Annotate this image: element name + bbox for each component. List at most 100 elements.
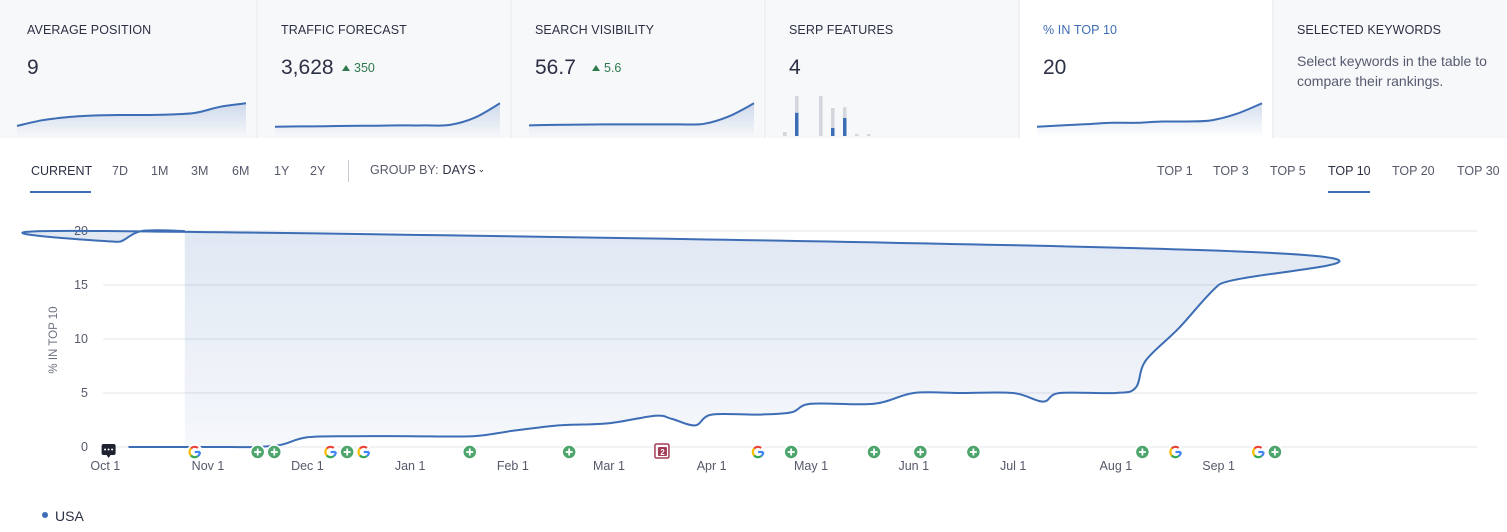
google-event-marker[interactable] <box>1250 444 1267 460</box>
y-tick-label: 15 <box>74 278 88 292</box>
data-point <box>472 435 474 437</box>
data-point <box>913 392 915 394</box>
data-point <box>654 414 656 416</box>
data-point <box>1012 392 1014 394</box>
card-label: SELECTED KEYWORDS <box>1297 23 1442 37</box>
google-event-marker[interactable] <box>1167 444 1184 460</box>
card-serp-features[interactable]: SERP FEATURES 4 <box>766 0 1018 138</box>
data-point <box>873 403 875 405</box>
serp-bar-total <box>831 108 835 136</box>
data-point <box>141 230 143 232</box>
y-tick-label: 0 <box>81 440 88 454</box>
plus-event-marker[interactable] <box>912 444 929 460</box>
data-point <box>207 446 209 448</box>
plus-event-marker[interactable] <box>249 444 266 460</box>
series-line <box>21 229 1341 449</box>
comment-event-marker[interactable] <box>101 444 116 458</box>
card-value: 3,628 <box>281 56 334 79</box>
top-3[interactable]: TOP 3 <box>1213 164 1249 178</box>
group-by: GROUP BY: DAYS ⌄ <box>370 163 485 177</box>
y-axis-title: % IN TOP 10 <box>48 306 60 373</box>
range-7d[interactable]: 7D <box>112 164 128 178</box>
plus-event-marker[interactable] <box>965 444 982 460</box>
svg-text:2: 2 <box>660 448 665 457</box>
x-tick-label: Feb 1 <box>497 459 529 473</box>
google-event-marker[interactable] <box>322 444 339 460</box>
card-label: SEARCH VISIBILITY <box>535 23 655 37</box>
group-by-label: GROUP BY: <box>370 163 439 177</box>
serp-bar-total <box>855 134 859 136</box>
range-1m[interactable]: 1M <box>151 164 169 178</box>
data-point <box>558 424 560 426</box>
sparkline-line <box>274 102 501 128</box>
chevron-down-icon: ⌄ <box>477 164 486 174</box>
data-point <box>306 436 308 438</box>
series-area <box>22 230 1340 448</box>
active-top-underline <box>1328 191 1370 193</box>
x-tick-label: Apr 1 <box>697 459 727 473</box>
data-point <box>671 418 673 420</box>
sparkline-area <box>1037 103 1262 138</box>
plus-event-marker[interactable] <box>866 444 882 460</box>
range-1y[interactable]: 1Y <box>274 164 290 178</box>
top-30[interactable]: TOP 30 <box>1457 164 1500 178</box>
card-traffic-forecast[interactable]: TRAFFIC FORECAST 3,628 350 <box>258 0 510 138</box>
range-6m[interactable]: 6M <box>232 164 250 178</box>
active-range-underline <box>30 191 91 193</box>
data-point <box>280 444 282 446</box>
plus-event-marker[interactable] <box>266 444 283 460</box>
group-by-select[interactable]: DAYS ⌄ <box>442 163 486 177</box>
sparkline-area <box>275 103 500 138</box>
note-event-marker[interactable]: 2 <box>654 443 670 459</box>
card-percent-top10[interactable]: % IN TOP 10 20 <box>1020 0 1272 138</box>
google-event-marker[interactable] <box>186 444 203 460</box>
plus-event-marker[interactable] <box>783 444 799 460</box>
range-2y[interactable]: 2Y <box>310 164 326 178</box>
google-event-marker[interactable] <box>750 444 767 460</box>
top-10[interactable]: TOP 10 <box>1328 164 1371 178</box>
card-average-position[interactable]: AVERAGE POSITION 9 <box>0 0 256 138</box>
card-description: Select keywords in the table to compare … <box>1297 53 1487 89</box>
card-label: TRAFFIC FORECAST <box>281 23 407 37</box>
plus-event-marker[interactable] <box>561 444 577 460</box>
top-5[interactable]: TOP 5 <box>1270 164 1306 178</box>
google-event-marker[interactable] <box>355 444 372 460</box>
range-current[interactable]: CURRENT <box>31 164 93 178</box>
up-arrow-icon <box>592 65 600 71</box>
range-3m[interactable]: 3M <box>191 164 209 178</box>
x-tick-label: Jan 1 <box>395 459 426 473</box>
card-search-visibility[interactable]: SEARCH VISIBILITY 56.7 5.6 <box>512 0 764 138</box>
plus-event-marker[interactable] <box>1267 444 1283 460</box>
legend-dot <box>42 512 48 518</box>
data-point <box>184 230 186 232</box>
card-value: 9 <box>27 56 39 79</box>
y-tick-label: 10 <box>74 332 88 346</box>
card-label: % IN TOP 10 <box>1043 23 1118 37</box>
data-point <box>353 435 355 437</box>
x-tick-label: Dec 1 <box>291 459 324 473</box>
sparkline <box>274 102 501 138</box>
legend-label[interactable]: USA <box>55 508 84 524</box>
data-point <box>104 230 106 232</box>
sparkline-area <box>529 103 754 138</box>
data-point <box>127 446 129 448</box>
plus-event-marker[interactable] <box>462 444 478 460</box>
data-point <box>1135 386 1137 388</box>
data-point <box>1042 400 1044 402</box>
top-1[interactable]: TOP 1 <box>1157 164 1193 178</box>
x-tick-label: Oct 1 <box>90 459 120 473</box>
x-tick-label: Mar 1 <box>593 459 625 473</box>
sparkline-line <box>528 102 755 127</box>
top-20[interactable]: TOP 20 <box>1392 164 1435 178</box>
data-point <box>710 413 712 415</box>
card-label: AVERAGE POSITION <box>27 23 152 37</box>
data-point <box>1178 327 1180 329</box>
data-point <box>409 435 411 437</box>
data-point <box>608 422 610 424</box>
plus-event-marker[interactable] <box>1134 444 1151 460</box>
data-point <box>810 403 812 405</box>
serp-bar-active <box>831 128 835 136</box>
data-point <box>694 424 696 426</box>
plus-event-marker[interactable] <box>339 444 355 460</box>
serp-bar-total <box>819 96 823 136</box>
